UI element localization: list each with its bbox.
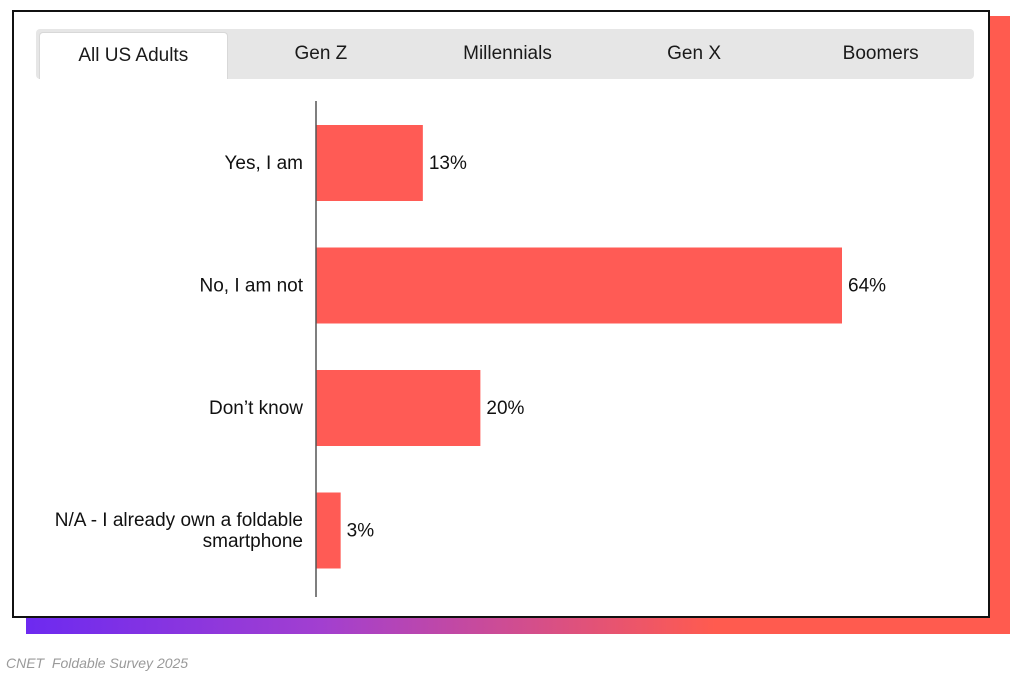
bar-0 <box>316 125 423 201</box>
tab-gen-x[interactable]: Gen X <box>667 43 722 64</box>
value-label-1: 64% <box>848 276 886 297</box>
tab-gen-z[interactable]: Gen Z <box>294 43 348 64</box>
category-label-2: Don’t know <box>209 398 303 419</box>
value-label-3: 3% <box>347 521 375 542</box>
category-label-3-line-1: smartphone <box>203 531 303 552</box>
category-label-3-line-0: N/A - I already own a foldable <box>55 510 303 531</box>
value-label-0: 13% <box>429 153 467 174</box>
bar-2 <box>316 370 481 446</box>
category-label-0: Yes, I am <box>224 153 303 174</box>
bar-1 <box>316 247 842 324</box>
tab-boomers[interactable]: Boomers <box>842 43 919 64</box>
category-label-1: No, I am not <box>200 276 304 297</box>
value-label-2: 20% <box>486 398 524 419</box>
bar-3 <box>316 492 341 569</box>
tab-millennials[interactable]: Millennials <box>463 43 552 64</box>
source-caption: CNET Foldable Survey 2025 <box>6 655 189 671</box>
audience-tab-bar: All US Adults Gen Z Millennials Gen X Bo… <box>36 29 974 79</box>
tab-all-us-adults[interactable]: All US Adults <box>39 32 228 79</box>
